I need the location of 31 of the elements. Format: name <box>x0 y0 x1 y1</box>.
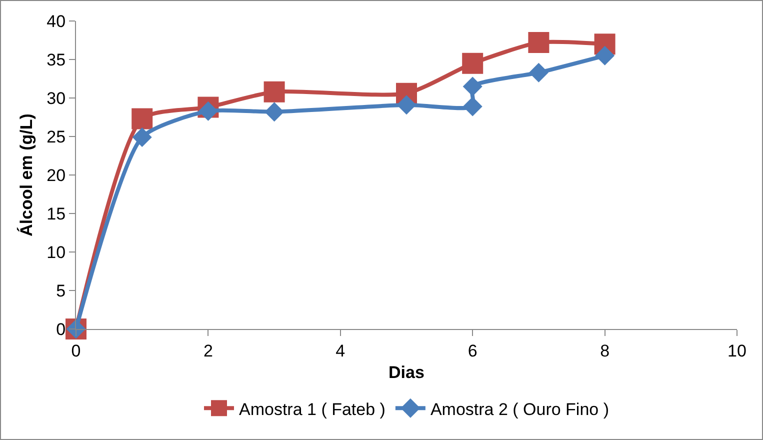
point <box>462 76 482 96</box>
point <box>132 108 153 130</box>
x-axis-title: Dias <box>388 362 424 382</box>
x-tick-label: 8 <box>600 341 610 360</box>
point <box>462 96 482 116</box>
x-tick-label: 2 <box>203 341 213 360</box>
point <box>198 101 218 121</box>
x-tick-label: 0 <box>71 341 81 360</box>
y-tick-label: 0 <box>56 320 66 339</box>
point <box>264 102 284 122</box>
y-tick-label: 5 <box>56 281 66 300</box>
y-tick-label: 15 <box>46 204 66 224</box>
point <box>528 62 548 82</box>
y-tick-label: 10 <box>46 242 66 262</box>
x-tick-label: 6 <box>468 341 478 360</box>
y-tick-label: 20 <box>46 166 66 185</box>
y-tick-label: 40 <box>46 12 66 31</box>
point <box>264 81 285 102</box>
point <box>462 52 484 74</box>
point <box>528 32 550 54</box>
x-tick-label: 10 <box>728 341 746 360</box>
y-axis-title: Álcool em (g/L) <box>16 114 36 236</box>
point <box>132 128 152 148</box>
x-tick-label: 4 <box>336 341 346 360</box>
point <box>595 46 615 66</box>
legend-label: Amostra 2 ( Ouro Fino ) <box>430 400 609 419</box>
point <box>396 95 416 115</box>
y-tick-label: 30 <box>46 88 66 108</box>
y-tick-label: 25 <box>46 127 66 146</box>
legend-label: Amostra 1 ( Fateb ) <box>239 400 386 419</box>
y-tick-label: 35 <box>46 50 66 70</box>
